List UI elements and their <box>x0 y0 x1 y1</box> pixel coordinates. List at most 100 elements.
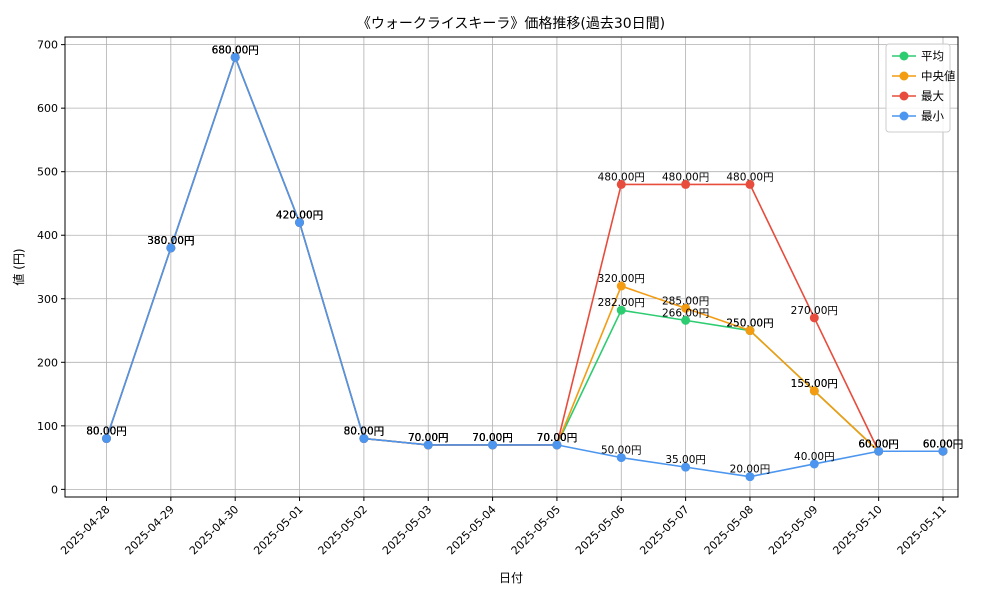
data-label: 380.00円 <box>147 235 194 247</box>
legend-label: 最大 <box>921 89 944 103</box>
plot-frame <box>64 36 959 498</box>
data-point <box>488 440 498 450</box>
x-tick-label: 2025-05-02 <box>316 503 370 557</box>
data-label: 60.00円 <box>858 438 899 450</box>
data-point <box>616 179 626 189</box>
data-point <box>681 303 691 313</box>
data-label: 250.00円 <box>726 318 773 330</box>
data-label: 60.00円 <box>923 438 964 450</box>
legend-label: 平均 <box>921 49 944 63</box>
data-label: 80.00円 <box>86 426 127 438</box>
data-label: 320.00円 <box>598 273 645 285</box>
data-label: 380.00円 <box>147 235 194 247</box>
data-label: 266.00円 <box>662 307 709 319</box>
data-label: 420.00円 <box>276 210 323 222</box>
data-point <box>681 315 691 325</box>
data-label: 380.00円 <box>147 235 194 247</box>
data-label: 60.00円 <box>923 438 964 450</box>
y-tick-label: 300 <box>37 293 58 306</box>
data-point <box>681 462 691 472</box>
x-axis-title: 日付 <box>499 571 523 585</box>
series-layer <box>102 52 948 482</box>
data-label: 80.00円 <box>344 426 385 438</box>
data-label: 50.00円 <box>601 445 642 457</box>
data-label: 70.00円 <box>408 432 449 444</box>
data-label: 380.00円 <box>147 235 194 247</box>
y-tick-label: 700 <box>37 39 58 52</box>
y-tick-label: 0 <box>51 483 58 496</box>
legend-marker <box>899 111 909 121</box>
data-label: 35.00円 <box>665 454 706 466</box>
data-label: 80.00円 <box>86 426 127 438</box>
data-label: 420.00円 <box>276 210 323 222</box>
data-point <box>166 243 176 253</box>
y-tick-label: 200 <box>37 356 58 369</box>
data-point <box>809 459 819 469</box>
data-point <box>745 326 755 336</box>
x-tick-label: 2025-04-28 <box>58 503 112 557</box>
series-line-3 <box>105 56 943 478</box>
data-label: 80.00円 <box>86 426 127 438</box>
data-point <box>359 434 369 444</box>
data-label: 60.00円 <box>923 438 964 450</box>
data-label: 80.00円 <box>86 426 127 438</box>
data-label: 70.00円 <box>408 432 449 444</box>
data-point <box>230 52 240 62</box>
data-point <box>616 281 626 291</box>
data-point <box>616 453 626 463</box>
data-labels: 80.00円 380.00円 680.00円 420.00円 80.00円 70.00円 7… <box>86 44 963 475</box>
data-label: 680.00円 <box>212 44 259 56</box>
data-label: 80.00円 <box>344 426 385 438</box>
data-label: 70.00円 <box>408 432 449 444</box>
data-point <box>295 218 305 228</box>
x-tick-label: 2025-05-04 <box>444 503 498 557</box>
data-label: 285.00円 <box>662 295 709 307</box>
data-point <box>809 313 819 323</box>
data-point <box>874 446 884 456</box>
x-tick-label: 2025-04-30 <box>187 503 241 557</box>
legend-marker <box>899 91 909 101</box>
x-tick-label: 2025-05-03 <box>380 503 434 557</box>
data-label: 60.00円 <box>923 438 964 450</box>
legend-label: 最小 <box>921 109 944 123</box>
data-point <box>102 434 111 444</box>
data-point <box>552 440 562 450</box>
legend-box <box>885 43 951 133</box>
legend-marker <box>899 71 909 81</box>
data-label: 70.00円 <box>472 432 513 444</box>
data-label: 40.00円 <box>794 451 835 463</box>
x-tick-label: 2025-05-09 <box>766 503 820 557</box>
x-tick-label: 2025-04-29 <box>123 503 177 557</box>
data-label: 70.00円 <box>472 432 513 444</box>
data-point <box>745 472 755 482</box>
data-label: 70.00円 <box>537 432 578 444</box>
data-label: 270.00円 <box>791 305 838 317</box>
data-label: 70.00円 <box>472 432 513 444</box>
x-tick-label: 2025-05-11 <box>895 503 949 557</box>
legend-marker <box>899 51 909 61</box>
data-point <box>809 386 819 396</box>
data-label: 70.00円 <box>472 432 513 444</box>
x-tick-label: 2025-05-06 <box>573 503 627 557</box>
x-tick-label: 2025-05-08 <box>702 503 756 557</box>
data-label: 420.00円 <box>276 210 323 222</box>
data-point <box>616 305 626 315</box>
data-label: 282.00円 <box>598 297 645 309</box>
data-label: 60.00円 <box>858 438 899 450</box>
data-label: 155.00円 <box>791 378 838 390</box>
chart-title: 《ウォークライスキーラ》価格推移(過去30日間) <box>357 16 665 32</box>
data-label: 60.00円 <box>858 438 899 450</box>
data-label: 70.00円 <box>537 432 578 444</box>
data-label: 80.00円 <box>344 426 385 438</box>
data-label: 680.00円 <box>212 44 259 56</box>
data-label: 680.00円 <box>212 44 259 56</box>
data-label: 680.00円 <box>212 44 259 56</box>
data-label: 80.00円 <box>344 426 385 438</box>
y-tick-label: 600 <box>37 102 58 115</box>
y-tick-label: 400 <box>37 229 58 242</box>
y-axis-title: 値 (円) <box>11 248 26 285</box>
gridlines <box>65 37 958 497</box>
data-label: 480.00円 <box>598 171 645 183</box>
